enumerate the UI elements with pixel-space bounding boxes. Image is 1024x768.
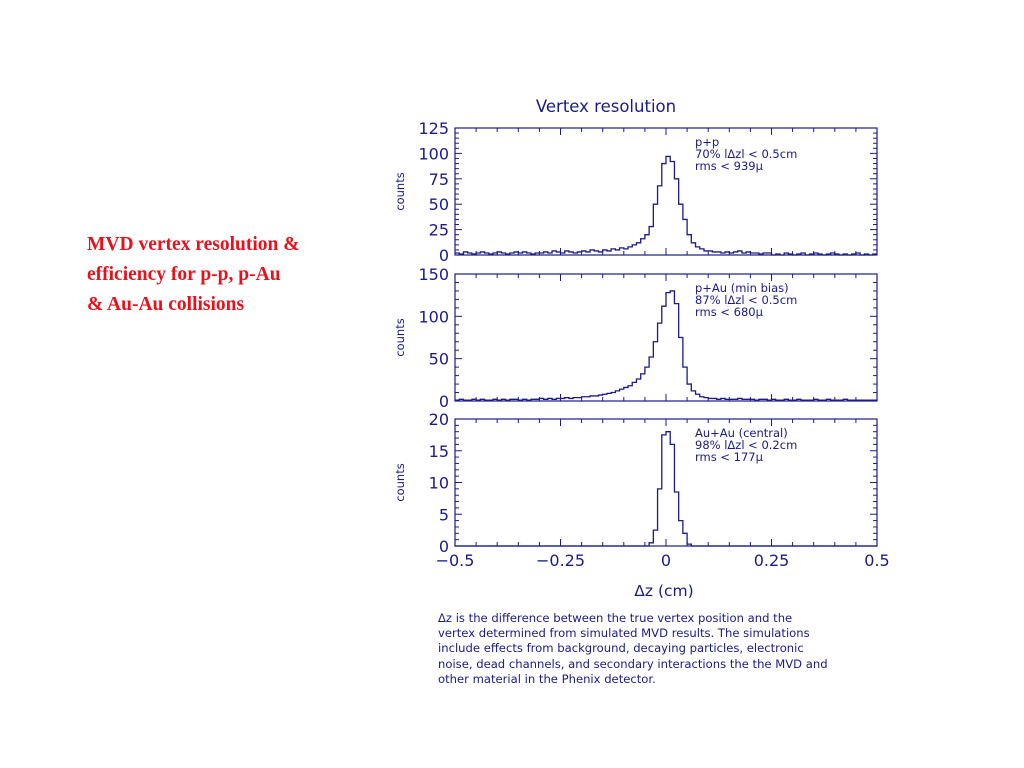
description-line: other material in the Phenix detector. [438, 671, 656, 686]
x-tick-label: −0.5 [436, 551, 475, 570]
legend-entry: Au+Au (central) [695, 426, 788, 440]
y-axis-title: counts [393, 172, 407, 210]
y-tick-label: 75 [429, 170, 449, 189]
legend-entry: 87% lΔzl < 0.5cm [695, 293, 797, 307]
y-tick-label: 25 [429, 221, 449, 240]
x-tick-label: 0 [661, 551, 671, 570]
panel-3: 0 5 10 15 20 counts Au+Au (central)98% lΔzl < … [393, 410, 878, 556]
x-tick-label: 0.25 [754, 551, 790, 570]
legend-entry: 98% lΔzl < 0.2cm [695, 438, 797, 452]
y-tick-label: 10 [429, 474, 449, 493]
y-tick-label: 100 [418, 307, 449, 326]
description-line: vertex determined from simulated MVD res… [438, 626, 810, 641]
x-tick-label: −0.25 [536, 551, 585, 570]
x-axis-title: Δz (cm) [634, 582, 693, 600]
histogram-series [455, 290, 877, 401]
plot-frame [454, 418, 878, 547]
legend-entry: p+p [695, 135, 719, 149]
side-caption-line: MVD vertex resolution & [87, 234, 300, 255]
description-line: Δz is the difference between the true ve… [438, 611, 793, 625]
legend-entry: 70% lΔzl < 0.5cm [695, 147, 797, 161]
legend-entry: rms < 680μ [695, 305, 764, 319]
side-caption-line: efficiency for p-p, p-Au [87, 264, 281, 285]
y-tick-label: 100 [418, 144, 449, 163]
x-axis-labels: −0.5 −0.25 0 0.25 0.5 [436, 551, 890, 570]
legend-entry: p+Au (min bias) [695, 281, 789, 295]
y-tick-label: 150 [418, 265, 449, 284]
histogram-series [455, 431, 877, 547]
y-tick-label: 50 [429, 350, 449, 369]
y-tick-label: 0 [439, 392, 449, 411]
y-tick-label: 5 [439, 505, 449, 524]
chart-title: Vertex resolution [536, 97, 676, 116]
y-tick-label: 0 [439, 537, 449, 556]
histogram-series [455, 155, 877, 256]
description-line: noise, dead channels, and secondary inte… [438, 656, 828, 671]
y-tick-label: 20 [429, 410, 449, 429]
plot-frame [454, 127, 878, 256]
y-tick-label: 125 [418, 119, 449, 138]
y-axis-title: counts [393, 463, 407, 501]
panel-1: 0 25 50 75 100 125 counts p+p70% lΔzl < 0.5cmrm… [393, 119, 878, 265]
figure-description: Δz is the difference between the true ve… [438, 611, 908, 687]
y-axis-title: counts [393, 318, 407, 356]
side-caption: MVD vertex resolution & efficiency for p… [87, 230, 387, 320]
y-tick-label: 0 [439, 246, 449, 265]
side-caption-line: & Au-Au collisions [87, 294, 245, 315]
legend-entry: rms < 939μ [695, 159, 764, 173]
y-tick-label: 50 [429, 195, 449, 214]
legend-entry: rms < 177μ [695, 450, 764, 464]
panel-2: 0 50 100 150 counts p+Au (min bias)87% lΔzl <… [393, 265, 878, 411]
y-tick-label: 15 [429, 442, 449, 461]
x-tick-label: 0.5 [864, 551, 889, 570]
description-line: include effects from background, decayin… [438, 641, 804, 656]
